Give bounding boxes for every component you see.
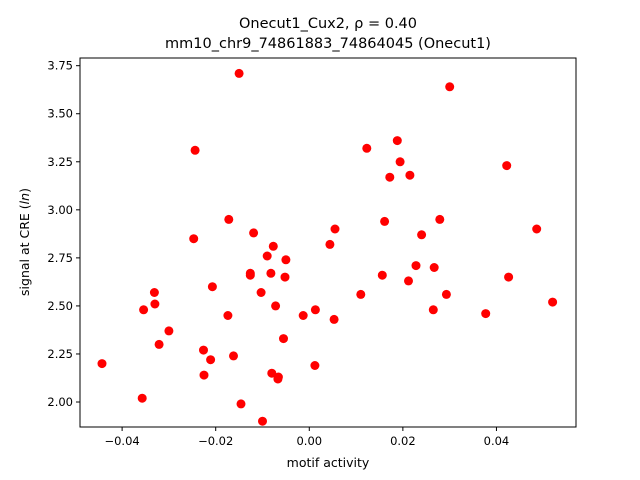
data-point-26 — [268, 241, 278, 251]
x-axis-label: motif activity — [287, 455, 370, 470]
data-point-17 — [236, 399, 246, 409]
plot-frame — [79, 57, 577, 428]
y-tick-label-4: 3.00 — [47, 203, 73, 217]
data-point-27 — [271, 301, 281, 311]
data-point-51 — [429, 263, 439, 272]
x-tick-label-3: 0.02 — [390, 434, 416, 448]
y-tick-label-1: 2.25 — [47, 347, 73, 361]
data-point-21 — [256, 288, 266, 297]
data-point-39 — [356, 289, 366, 299]
data-point-59 — [548, 297, 558, 307]
data-point-29 — [273, 372, 283, 382]
data-point-24 — [266, 268, 276, 278]
data-point-31 — [280, 272, 290, 282]
data-point-13 — [223, 311, 233, 320]
data-point-32 — [281, 255, 291, 265]
data-point-35 — [310, 305, 320, 315]
data-point-2 — [139, 305, 149, 315]
data-point-19 — [245, 268, 255, 278]
data-point-54 — [445, 82, 455, 92]
data-point-4 — [150, 299, 160, 309]
data-point-42 — [380, 216, 390, 226]
x-tick-label-2: 0.00 — [296, 434, 322, 448]
data-point-55 — [481, 309, 491, 319]
data-point-30 — [279, 334, 288, 344]
data-point-15 — [229, 351, 238, 361]
x-tick-label-1: −0.02 — [198, 434, 233, 448]
data-point-0 — [97, 359, 107, 369]
data-point-38 — [330, 224, 340, 234]
data-point-20 — [249, 228, 259, 238]
chart-title-line2: mm10_chr9_74861883_74864045 (Onecut1) — [165, 36, 491, 52]
y-tick-label-5: 3.25 — [47, 155, 73, 169]
x-tick-label-0: −0.04 — [104, 434, 139, 448]
x-axis-ticks: −0.04 −0.02 0.00 0.02 0.04 — [104, 427, 509, 448]
data-point-41 — [377, 270, 387, 280]
y-tick-label-7: 3.75 — [47, 59, 73, 73]
data-point-7 — [189, 234, 199, 244]
data-point-1 — [137, 393, 147, 403]
data-point-6 — [164, 326, 174, 336]
data-point-46 — [404, 276, 413, 286]
y-axis-ticks: 2.00 2.25 2.50 2.75 3.00 3.25 3.50 3.75 — [47, 59, 80, 409]
y-tick-label-0: 2.00 — [47, 395, 73, 409]
data-point-37 — [329, 314, 339, 324]
data-point-3 — [149, 288, 159, 297]
data-point-8 — [190, 145, 200, 155]
data-point-45 — [395, 157, 405, 167]
data-point-23 — [262, 251, 272, 261]
data-point-33 — [298, 311, 308, 320]
data-point-44 — [392, 136, 402, 146]
data-point-49 — [417, 230, 427, 240]
data-point-14 — [224, 214, 234, 224]
data-point-48 — [411, 261, 421, 271]
data-point-36 — [325, 239, 335, 249]
data-point-53 — [441, 289, 451, 299]
data-point-12 — [207, 282, 217, 292]
data-point-47 — [405, 170, 415, 180]
data-point-43 — [385, 172, 395, 182]
y-tick-label-6: 3.50 — [47, 107, 73, 121]
data-point-34 — [310, 361, 320, 370]
data-point-58 — [532, 224, 542, 234]
data-point-57 — [504, 272, 514, 282]
x-tick-label-4: 0.04 — [484, 434, 510, 448]
data-point-11 — [206, 355, 216, 365]
data-points — [97, 68, 558, 426]
data-point-10 — [199, 370, 209, 380]
data-point-22 — [258, 416, 267, 426]
data-point-5 — [154, 339, 164, 349]
data-point-25 — [267, 368, 277, 378]
data-point-40 — [362, 143, 372, 153]
data-point-50 — [428, 305, 438, 315]
data-point-9 — [199, 345, 208, 355]
data-point-16 — [234, 68, 244, 78]
y-tick-label-3: 2.75 — [47, 251, 73, 265]
data-point-52 — [435, 214, 445, 224]
chart-title-line1: Onecut1_Cux2, ρ = 0.40 — [239, 16, 417, 32]
data-point-56 — [502, 161, 512, 171]
y-axis-label: signal at CRE (ln) — [17, 188, 32, 296]
y-tick-label-2: 2.50 — [47, 299, 73, 313]
